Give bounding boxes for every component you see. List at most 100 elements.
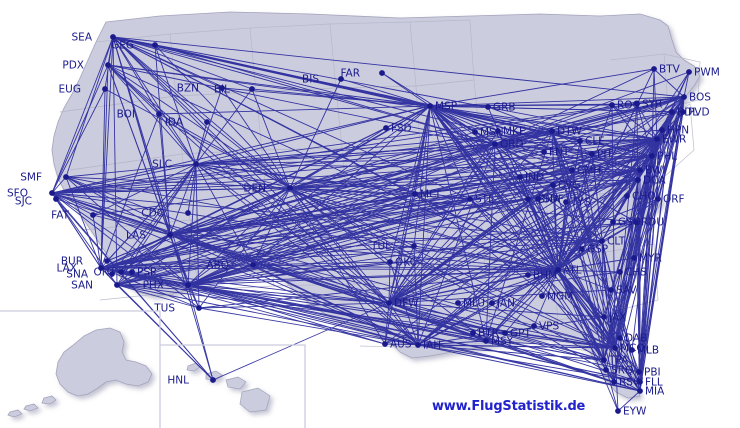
airport-node-btr[interactable]: [470, 330, 476, 336]
airport-node-fll[interactable]: [637, 379, 643, 385]
airport-node-las[interactable]: [167, 232, 173, 238]
airport-node-san[interactable]: [114, 282, 120, 288]
airport-node-msn[interactable]: [472, 129, 478, 135]
airport-node-cle[interactable]: [577, 138, 583, 144]
airport-node-phx[interactable]: [185, 282, 191, 288]
airport-label-sea: SEA: [72, 32, 93, 44]
airport-node-tpa[interactable]: [601, 357, 607, 363]
airport-node-smf[interactable]: [63, 174, 69, 180]
airport-node-ewr[interactable]: [654, 136, 660, 142]
airport-node-stl[interactable]: [467, 196, 473, 202]
airport-node-ida[interactable]: [204, 119, 210, 125]
airport-node-rsw[interactable]: [611, 379, 617, 385]
airport-node-dca[interactable]: [635, 177, 641, 183]
airport-node-pdx[interactable]: [105, 62, 111, 68]
route-line: [289, 187, 603, 242]
airport-node-cho[interactable]: [624, 193, 630, 199]
airport-node-orf[interactable]: [655, 196, 661, 202]
airport-node-pwm[interactable]: [686, 69, 692, 75]
route-line: [195, 163, 641, 171]
airport-node-abq[interactable]: [250, 262, 256, 268]
airport-node-mlb[interactable]: [629, 347, 635, 353]
airport-node-jan[interactable]: [489, 300, 495, 306]
airport-node-psp[interactable]: [129, 269, 135, 275]
airport-node-tus[interactable]: [196, 305, 202, 311]
airport-label-sna: SNA: [66, 269, 89, 281]
airport-node-dfw[interactable]: [386, 300, 392, 306]
airport-node-tul[interactable]: [411, 243, 417, 249]
airport-node-gpt[interactable]: [502, 330, 508, 336]
airport-node-pbi[interactable]: [636, 369, 642, 375]
airport-node-bzn[interactable]: [219, 85, 225, 91]
airport-node-dtw[interactable]: [549, 128, 555, 134]
airport-label-pvd: PVD: [688, 107, 710, 119]
airport-node-sna[interactable]: [109, 271, 115, 277]
airport-node-dab[interactable]: [617, 335, 623, 341]
airport-node-pvd[interactable]: [680, 109, 686, 115]
airport-node-cvg[interactable]: [550, 182, 556, 188]
airport-node-atl[interactable]: [555, 267, 561, 273]
airport-node-msy[interactable]: [483, 338, 489, 344]
airport-node-phl[interactable]: [649, 153, 655, 159]
airport-node-rdu[interactable]: [633, 219, 639, 225]
airport-node-cmh[interactable]: [569, 167, 575, 173]
airport-node-sjc[interactable]: [53, 196, 59, 202]
airport-node-bos[interactable]: [681, 94, 687, 100]
airport-node-far[interactable]: [379, 70, 385, 76]
airport-node-vps[interactable]: [531, 323, 537, 329]
airport-node-hpn[interactable]: [659, 127, 665, 133]
airport-node-msp[interactable]: [427, 103, 433, 109]
airport-node-jax[interactable]: [601, 314, 607, 320]
airport-node-lax[interactable]: [98, 265, 104, 271]
airport-node-aus[interactable]: [382, 341, 388, 347]
airport-node-fnt[interactable]: [541, 149, 547, 155]
airport-node-eyw[interactable]: [615, 408, 621, 414]
airport-node-sdf[interactable]: [535, 196, 541, 202]
airport-node-clt[interactable]: [599, 238, 605, 244]
airport-node-roc[interactable]: [609, 102, 615, 108]
airport-node-sav[interactable]: [608, 287, 614, 293]
airport-node-ont[interactable]: [118, 269, 124, 275]
airport-node-sea[interactable]: [110, 34, 116, 40]
airport-node-gso[interactable]: [610, 219, 616, 225]
airport-node-slc[interactable]: [193, 161, 199, 167]
airport-node-iah[interactable]: [415, 342, 421, 348]
airport-node-okc[interactable]: [387, 259, 393, 265]
airport-node-eug[interactable]: [102, 86, 108, 92]
airport-node-boi[interactable]: [156, 111, 162, 117]
airport-node-den[interactable]: [287, 185, 293, 191]
airport-node-bis[interactable]: [338, 76, 344, 82]
airport-node-fsd[interactable]: [383, 125, 389, 131]
airport-node-fat[interactable]: [90, 212, 96, 218]
airport-node-mgm[interactable]: [539, 293, 545, 299]
airport-node-mco[interactable]: [612, 345, 618, 351]
airport-node-grb[interactable]: [485, 104, 491, 110]
airport-node-ind[interactable]: [517, 174, 523, 180]
airport-node-bhm[interactable]: [525, 272, 531, 278]
route-line: [92, 214, 102, 269]
airport-node-syr[interactable]: [634, 101, 640, 107]
airport-node-bna[interactable]: [525, 196, 531, 202]
route-line: [469, 198, 559, 271]
route-line: [51, 36, 114, 194]
airport-node-bwi[interactable]: [637, 167, 643, 173]
airport-node-mlu[interactable]: [455, 300, 461, 306]
airport-node-bur[interactable]: [104, 258, 110, 264]
airport-node-mia[interactable]: [637, 388, 643, 394]
airport-node-sfo[interactable]: [49, 190, 55, 196]
airport-node-bil[interactable]: [249, 86, 255, 92]
airport-node-pit[interactable]: [589, 151, 595, 157]
airport-node-srq[interactable]: [603, 367, 609, 373]
airport-node-btv[interactable]: [651, 66, 657, 72]
airport-node-ord[interactable]: [492, 141, 498, 147]
airport-node-cdc[interactable]: [185, 210, 191, 216]
airport-node-myr[interactable]: [631, 255, 637, 261]
airport-node-tys[interactable]: [563, 199, 569, 205]
airport-node-gsp[interactable]: [579, 246, 585, 252]
airport-node-mke[interactable]: [495, 128, 501, 134]
airport-node-mci[interactable]: [412, 191, 418, 197]
airport-node-bdl[interactable]: [669, 109, 675, 115]
airport-node-hnl[interactable]: [210, 377, 216, 383]
airport-node-geg[interactable]: [152, 42, 158, 48]
airport-node-chs[interactable]: [617, 269, 623, 275]
